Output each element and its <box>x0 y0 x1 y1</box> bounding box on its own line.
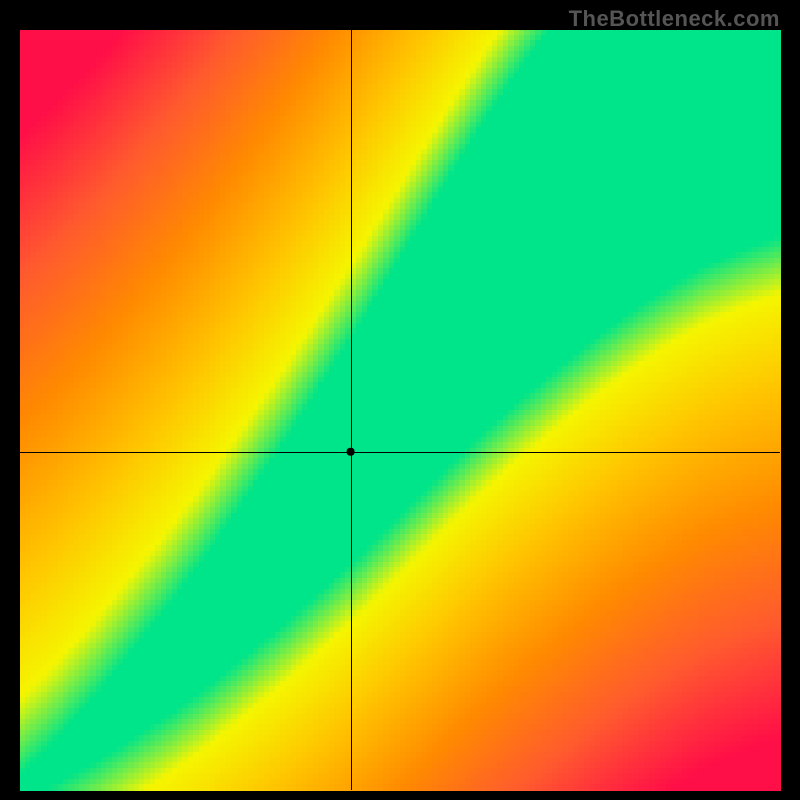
bottleneck-heatmap <box>0 0 800 800</box>
watermark-text: TheBottleneck.com <box>569 6 780 32</box>
chart-container: TheBottleneck.com <box>0 0 800 800</box>
